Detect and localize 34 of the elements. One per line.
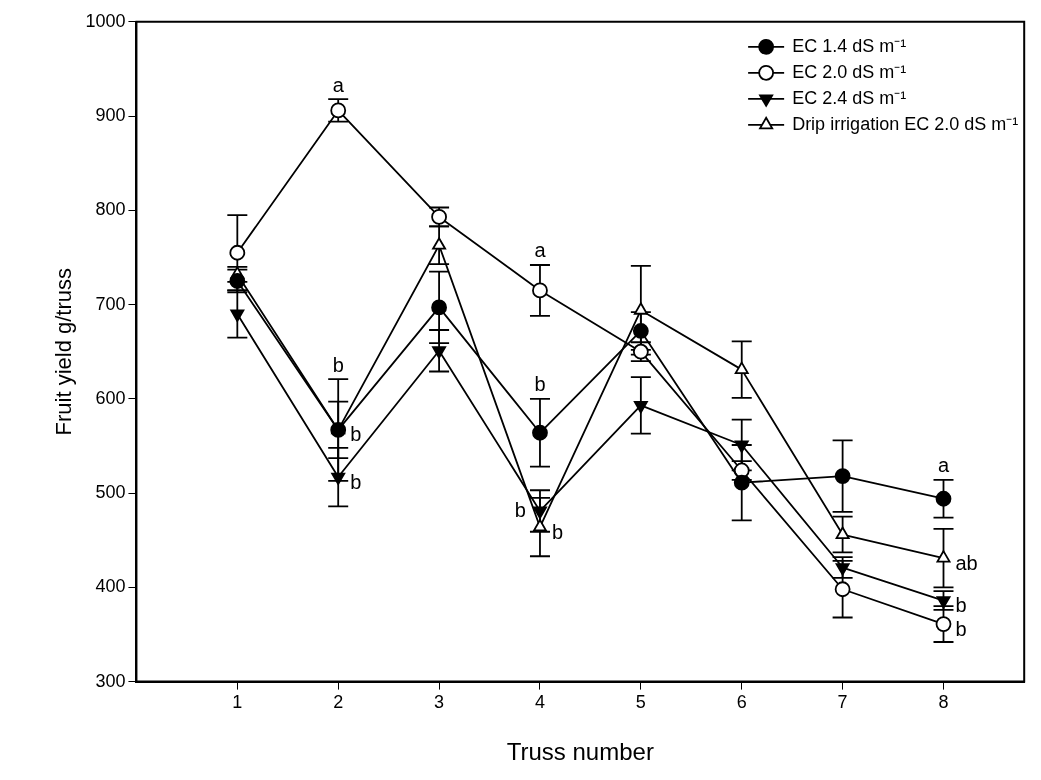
- x-tick-label: 1: [232, 692, 243, 713]
- annotation: b: [551, 520, 564, 543]
- x-tick-label: 3: [434, 692, 445, 713]
- annotation: b: [955, 594, 967, 617]
- x-tick-label: 6: [736, 692, 747, 713]
- y-tick-label: 600: [95, 387, 126, 408]
- legend-label: EC 1.4 dS m⁻¹: [792, 35, 907, 56]
- annotation: b: [955, 617, 967, 640]
- y-tick-label: 1000: [85, 10, 126, 31]
- y-axis-title: Fruit yield g/truss: [51, 267, 77, 436]
- y-tick-label: 500: [95, 482, 126, 503]
- annotation: b: [350, 423, 362, 446]
- legend-label: EC 2.0 dS m⁻¹: [792, 61, 907, 82]
- annotation: b: [514, 498, 526, 521]
- y-tick-label: 700: [95, 293, 126, 314]
- y-tick-label: 900: [95, 105, 126, 126]
- x-tick-label: 4: [534, 692, 545, 713]
- annotation: b: [332, 353, 344, 376]
- annotation: b: [534, 373, 546, 396]
- y-tick-label: 300: [95, 670, 126, 691]
- legend-label: Drip irrigation EC 2.0 dS m⁻¹: [792, 113, 1019, 134]
- y-tick-label: 800: [95, 199, 126, 220]
- annotation: b: [350, 470, 362, 493]
- annotation: a: [534, 239, 547, 262]
- x-tick-label: 5: [635, 692, 646, 713]
- x-axis-title: Truss number: [506, 738, 654, 766]
- annotation: a: [937, 454, 950, 477]
- x-tick-label: 8: [938, 692, 949, 713]
- annotation: ab: [955, 551, 978, 574]
- x-tick-label: 7: [837, 692, 848, 713]
- y-tick-label: 400: [95, 576, 126, 597]
- annotation: a: [332, 73, 345, 96]
- legend-label: EC 2.4 dS m⁻¹: [792, 87, 907, 108]
- x-tick-label: 2: [333, 692, 344, 713]
